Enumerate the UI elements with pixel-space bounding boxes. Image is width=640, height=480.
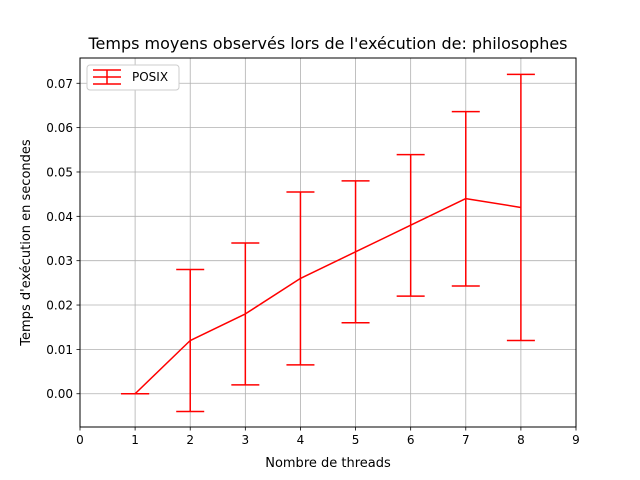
y-tick-label: 0.02 — [46, 299, 73, 313]
y-tick-label: 0.01 — [46, 343, 73, 357]
y-tick-label: 0.03 — [46, 254, 73, 268]
y-axis-label: Temps d'exécution en secondes — [19, 139, 34, 347]
y-tick-label: 0.06 — [46, 121, 73, 135]
x-tick-label: 1 — [131, 433, 139, 447]
legend: POSIX — [86, 64, 180, 91]
x-tick-label: 9 — [572, 433, 580, 447]
y-tick-label: 0.00 — [46, 387, 73, 401]
x-tick-label: 3 — [242, 433, 250, 447]
y-tick-label: 0.05 — [46, 165, 73, 179]
x-tick-label: 6 — [407, 433, 415, 447]
y-tick-label: 0.04 — [46, 210, 73, 224]
x-tick-label: 4 — [297, 433, 305, 447]
legend-swatch — [93, 69, 121, 85]
plot-frame — [79, 57, 577, 428]
series-layer — [121, 73, 535, 413]
x-tick-label: 0 — [76, 433, 84, 447]
series-line — [134, 197, 522, 395]
chart-title: Temps moyens observés lors de l'exécutio… — [87, 34, 567, 53]
x-axis-label: Nombre de threads — [265, 456, 391, 471]
x-tick-label: 7 — [462, 433, 470, 447]
x-tick-label: 2 — [186, 433, 194, 447]
x-tick-label: 5 — [352, 433, 360, 447]
y-tick-label: 0.07 — [46, 77, 73, 91]
ticks: 0 1 2 3 4 5 6 7 8 9 0.00 0.01 0.02 0.03 0.04 0.05 0.06 0.… — [46, 77, 580, 447]
x-tick-label: 8 — [517, 433, 525, 447]
legend-label: POSIX — [132, 70, 168, 84]
